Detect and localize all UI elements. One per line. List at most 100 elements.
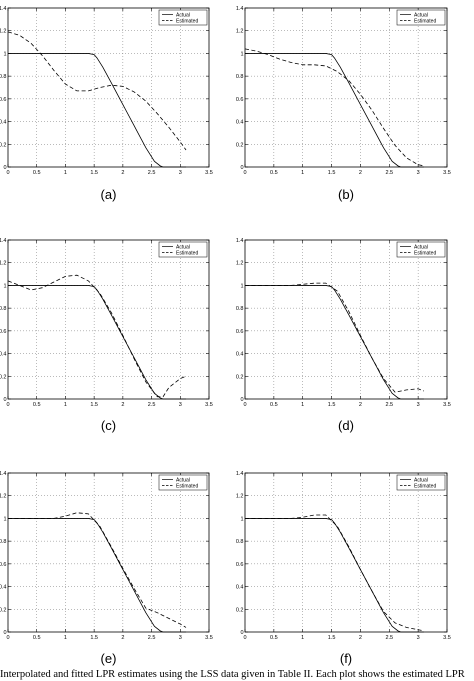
y-tick-label: 1 (240, 51, 243, 57)
x-tick-label: 3 (179, 402, 182, 408)
x-tick-label: 1.5 (90, 170, 98, 176)
y-tick-label: 0.4 (0, 352, 7, 358)
x-tick-label: 3 (179, 170, 182, 176)
panel-label: (a) (101, 187, 117, 202)
series-line-estimated (7, 31, 187, 151)
x-tick-label: 0 (6, 402, 9, 408)
y-tick-label: 1.2 (0, 261, 7, 267)
panel-label: (b) (338, 187, 354, 202)
x-tick-label: 3.5 (443, 402, 451, 408)
legend-box (396, 241, 446, 258)
y-tick-label: 0 (240, 165, 243, 171)
panel-label: (c) (101, 418, 116, 433)
plot-frame (7, 7, 210, 168)
series-line-actual (245, 53, 424, 168)
y-tick-label: 0.2 (236, 607, 244, 613)
y-tick-label: 0.6 (236, 329, 244, 335)
y-tick-label: 0.6 (0, 97, 7, 103)
legend-label-estimated: Estimated (176, 18, 198, 24)
x-tick-label: 0 (6, 635, 9, 641)
legend-label-actual: Actual (414, 12, 428, 18)
y-tick-label: 0.4 (0, 585, 7, 591)
y-tick-label: 0.6 (236, 97, 244, 103)
y-tick-label: 1.4 (236, 471, 244, 477)
y-tick-label: 0.8 (236, 539, 244, 545)
legend-label-estimated: Estimated (414, 483, 436, 489)
y-tick-label: 0 (3, 630, 6, 636)
x-tick-label: 1 (301, 402, 304, 408)
x-tick-label: 1.5 (90, 635, 98, 641)
y-tick-label: 1 (240, 283, 243, 289)
panel-label: (e) (101, 651, 117, 666)
y-tick-label: 1.4 (0, 471, 7, 477)
x-tick-label: 2.5 (148, 635, 156, 641)
chart-panel-3: 0 0.5 1 1.5 2 2.5 3 3.5 0 0.2 0.4 0.6 0.8 1 1.2 1.4 Actu… (0, 238, 213, 433)
legend-label-estimated: Estimated (176, 250, 198, 256)
panel-label: (f) (340, 651, 352, 666)
x-tick-label: 0.5 (270, 170, 278, 176)
panel-label: (d) (338, 418, 354, 433)
chart-panel-5: 0 0.5 1 1.5 2 2.5 3 3.5 0 0.2 0.4 0.6 0.8 1 1.2 1.4 Actu… (0, 471, 213, 666)
x-tick-label: 0.5 (270, 402, 278, 408)
y-tick-label: 0.6 (0, 562, 7, 568)
y-tick-label: 0 (240, 397, 243, 403)
x-tick-label: 0.5 (270, 635, 278, 641)
plot-frame (7, 472, 210, 633)
x-tick-label: 3 (417, 170, 420, 176)
legend-box (396, 9, 446, 26)
plot-frame (7, 239, 210, 400)
x-tick-label: 1 (64, 635, 67, 641)
x-tick-label: 3.5 (443, 170, 451, 176)
legend-label-actual: Actual (414, 244, 428, 250)
y-tick-label: 1 (3, 516, 6, 522)
series-line-estimated (245, 514, 424, 632)
legend-box (158, 9, 208, 26)
y-tick-label: 0.4 (236, 352, 244, 358)
chart-panel-4: 0 0.5 1 1.5 2 2.5 3 3.5 0 0.2 0.4 0.6 0.8 1 1.2 1.4 Actu… (236, 238, 451, 433)
y-tick-label: 0 (240, 630, 243, 636)
x-tick-label: 0 (243, 170, 246, 176)
series-line-actual (8, 53, 187, 168)
legend-label-actual: Actual (176, 244, 190, 250)
x-tick-label: 3.5 (205, 170, 213, 176)
x-tick-label: 0 (243, 402, 246, 408)
y-tick-label: 1.2 (236, 494, 244, 500)
y-tick-label: 0.8 (236, 74, 244, 80)
y-tick-label: 0.2 (0, 374, 7, 380)
series-line-actual (245, 518, 424, 633)
legend-label-estimated: Estimated (414, 18, 436, 24)
y-tick-label: 0 (3, 165, 6, 171)
x-tick-label: 3.5 (205, 402, 213, 408)
y-tick-label: 0 (3, 397, 6, 403)
x-tick-label: 0 (243, 635, 246, 641)
y-tick-label: 0.2 (0, 142, 7, 148)
plot-frame (244, 239, 448, 400)
chart-panel-1: 0 0.5 1 1.5 2 2.5 3 3.5 0 0.2 0.4 0.6 0.8 1 1.2 1.4 Actu… (0, 6, 213, 202)
legend-box (396, 474, 446, 491)
x-tick-label: 1.5 (328, 402, 336, 408)
y-tick-label: 0.4 (236, 120, 244, 126)
x-tick-label: 1 (301, 170, 304, 176)
y-tick-label: 1.2 (0, 494, 7, 500)
y-tick-label: 0.8 (0, 306, 7, 312)
y-tick-label: 0.4 (236, 585, 244, 591)
x-tick-label: 3 (417, 635, 420, 641)
x-tick-label: 2 (121, 170, 124, 176)
y-tick-label: 1 (240, 516, 243, 522)
x-tick-label: 2.5 (385, 170, 393, 176)
x-tick-label: 0.5 (33, 635, 41, 641)
y-tick-label: 0.2 (0, 607, 7, 613)
series-line-estimated (245, 282, 425, 393)
figure-caption: Interpolated and fitted LPR estimates us… (0, 669, 465, 680)
x-tick-label: 2 (121, 635, 124, 641)
y-tick-label: 0.8 (236, 306, 244, 312)
series-line-actual (8, 518, 187, 633)
x-tick-label: 1.5 (328, 170, 336, 176)
x-tick-label: 2 (359, 402, 362, 408)
y-tick-label: 1.2 (236, 29, 244, 35)
